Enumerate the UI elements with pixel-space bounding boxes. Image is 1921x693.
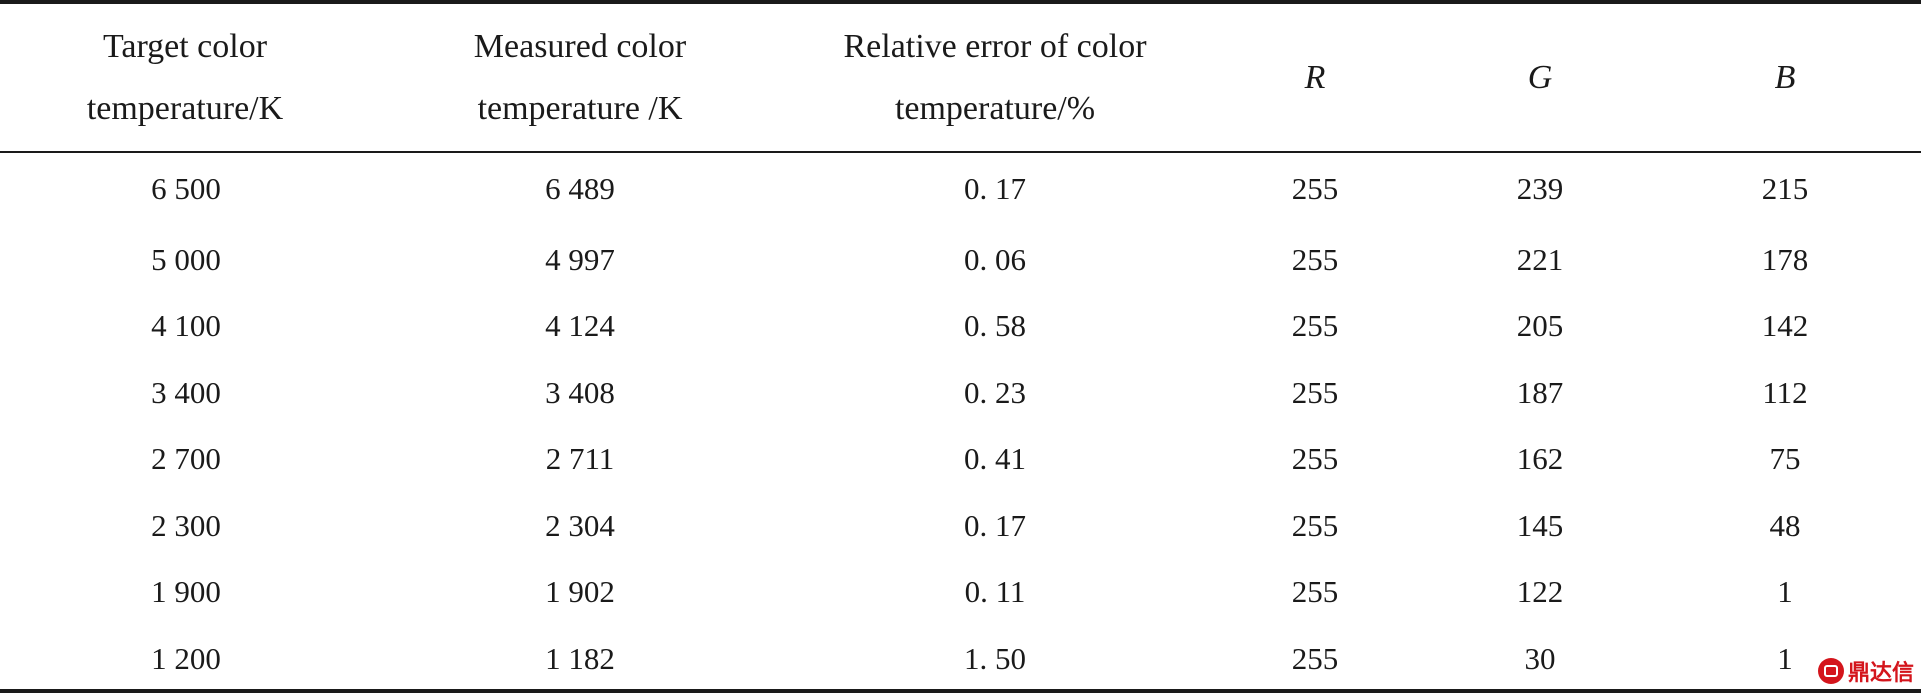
cell-target: 1 200: [151, 641, 221, 676]
cell-measured: 2 304: [545, 508, 615, 543]
cell-r: 255: [1291, 375, 1339, 410]
table-header-rule: [0, 151, 1921, 153]
cell-g: 145: [1516, 508, 1564, 543]
cell-error: 0. 23: [964, 375, 1026, 410]
header-line: R: [1304, 58, 1326, 96]
cell-error: 0. 17: [964, 171, 1026, 206]
cell-measured: 4 124: [545, 308, 615, 343]
header-line: Relative error of color: [843, 27, 1147, 65]
header-line: Measured color: [473, 27, 687, 65]
cell-error: 0. 17: [964, 508, 1026, 543]
table-row: 6 500 6 489 0. 17 255 239 215: [0, 156, 1921, 222]
cell-b: 75: [1769, 441, 1801, 476]
watermark-text: 鼎达信: [1848, 661, 1915, 686]
cell-target: 5 000: [151, 242, 221, 277]
cell-target: 3 400: [151, 375, 221, 410]
cell-error: 1. 50: [964, 641, 1026, 676]
header-b: B: [1710, 4, 1860, 151]
header-r: R: [1240, 4, 1390, 151]
cell-r: 255: [1291, 242, 1339, 277]
cell-error: 0. 11: [964, 574, 1026, 609]
cell-target: 6 500: [151, 171, 221, 206]
cell-b: 112: [1762, 375, 1808, 410]
watermark-logo: 鼎达信: [1818, 655, 1914, 687]
table-row: 3 400 3 408 0. 23 255 187 112: [0, 360, 1921, 426]
table-row: 2 700 2 711 0. 41 255 162 75: [0, 426, 1921, 492]
table-top-rule: [0, 0, 1921, 4]
cell-r: 255: [1291, 441, 1339, 476]
table-row: 2 300 2 304 0. 17 255 145 48: [0, 493, 1921, 559]
cell-error: 0. 06: [964, 242, 1026, 277]
header-g: G: [1465, 4, 1615, 151]
cell-target: 2 300: [151, 508, 221, 543]
table-row: 4 100 4 124 0. 58 255 205 142: [0, 293, 1921, 359]
cell-r: 255: [1291, 308, 1339, 343]
header-target-color-temperature: Target color temperature/K: [50, 4, 320, 151]
header-line: Target color: [102, 27, 268, 65]
cell-r: 255: [1291, 641, 1339, 676]
table-row: 1 900 1 902 0. 11 255 122 1: [0, 559, 1921, 625]
cell-target: 4 100: [151, 308, 221, 343]
cell-b: 1: [1777, 574, 1793, 609]
cell-b: 215: [1761, 171, 1809, 206]
logo-icon: [1818, 658, 1844, 684]
cell-measured: 1 902: [545, 574, 615, 609]
header-line: temperature/K: [86, 89, 284, 127]
table-header: Target color temperature/K Measured colo…: [0, 4, 1921, 151]
header-relative-error: Relative error of color temperature/%: [810, 4, 1180, 151]
cell-g: 239: [1516, 171, 1564, 206]
cell-g: 221: [1516, 242, 1564, 277]
cell-g: 205: [1516, 308, 1564, 343]
cell-measured: 2 711: [545, 441, 615, 476]
cell-b: 1: [1777, 641, 1793, 676]
cell-error: 0. 58: [964, 308, 1026, 343]
cell-g: 187: [1516, 375, 1564, 410]
cell-g: 122: [1516, 574, 1564, 609]
cell-measured: 1 182: [545, 641, 615, 676]
cell-b: 48: [1769, 508, 1801, 543]
cell-error: 0. 41: [964, 441, 1026, 476]
header-line: temperature /K: [477, 89, 683, 127]
cell-r: 255: [1291, 508, 1339, 543]
cell-r: 255: [1291, 171, 1339, 206]
table-bottom-rule: [0, 689, 1921, 693]
table-row: 5 000 4 997 0. 06 255 221 178: [0, 227, 1921, 293]
header-line: temperature/%: [894, 89, 1096, 127]
header-line: B: [1774, 58, 1796, 96]
cell-measured: 3 408: [545, 375, 615, 410]
table-row: 1 200 1 182 1. 50 255 30 1: [0, 626, 1921, 692]
cell-target: 2 700: [151, 441, 221, 476]
header-measured-color-temperature: Measured color temperature /K: [430, 4, 730, 151]
cell-measured: 6 489: [545, 171, 615, 206]
header-line: G: [1527, 58, 1553, 96]
cell-g: 162: [1516, 441, 1564, 476]
cell-g: 30: [1524, 641, 1556, 676]
cell-r: 255: [1291, 574, 1339, 609]
cell-target: 1 900: [151, 574, 221, 609]
cell-measured: 4 997: [545, 242, 615, 277]
cell-b: 142: [1761, 308, 1809, 343]
cell-b: 178: [1761, 242, 1809, 277]
